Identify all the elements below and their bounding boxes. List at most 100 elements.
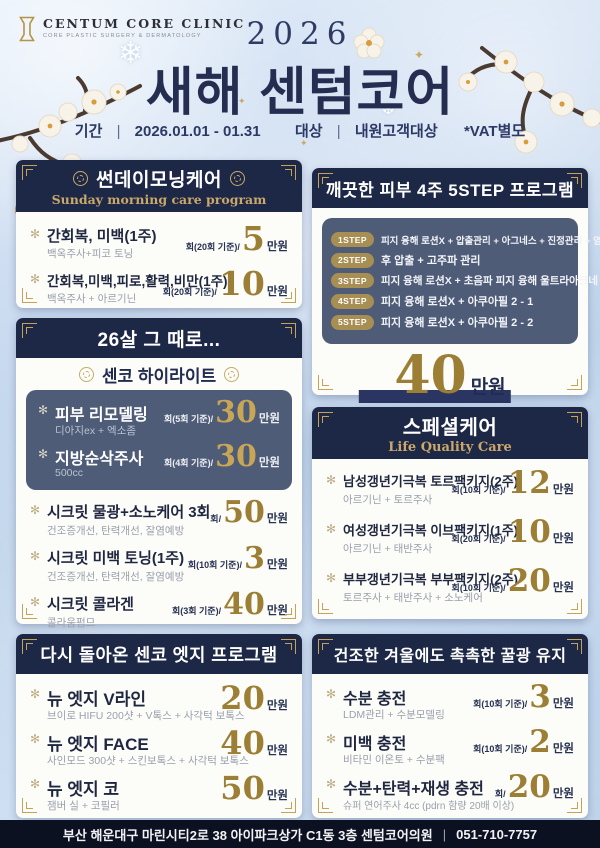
price: 회(20회 기준)/ 10 만원 — [452, 517, 574, 548]
price-currency: 만원 — [470, 377, 506, 398]
frame-corner-ornament — [567, 599, 582, 614]
item-title: 시크릿 콜라겐 — [47, 596, 134, 613]
item-title: 시크릿 물광+소노케어 3회 — [47, 504, 211, 521]
step-badge: 4STEP — [331, 293, 374, 309]
step-badge: 2STEP — [331, 252, 374, 268]
target-value: 내원고객대상 — [354, 123, 438, 140]
clinic-logo: CENTUM CORE CLINIC CORE PLASTIC SURGERY … — [18, 16, 245, 42]
price-currency: 만원 — [552, 743, 574, 755]
panel-header: 26살 그 때로... — [16, 318, 302, 358]
section-title: 건조한 겨울에도 촉촉한 꿀광 유지 — [333, 648, 567, 665]
section-title: 스페셜케어 — [402, 417, 498, 439]
price-amount: 2 — [529, 724, 551, 760]
section-subtitle-en: Sunday morning care program — [51, 192, 267, 207]
section-title: 26살 그 때로... — [97, 329, 221, 351]
flower-bullet-icon: ✻ — [326, 522, 337, 536]
clinic-phone: 051-710-7757 — [456, 826, 538, 842]
steps-box: 1STEP 피지 융해 로션X + 압출관리 + 아그네스 + 진정관리 + 염… — [322, 218, 600, 344]
year-label: 2026 — [246, 16, 354, 52]
price-amount: 30 — [215, 439, 257, 474]
price-unit: 회(4회 기준)/ — [163, 458, 214, 468]
price-underline-bar — [358, 390, 511, 403]
panel-5step-program: 깨끗한 피부 4주 5STEP 프로그램 1STEP 피지 융해 로션X + 압… — [312, 168, 600, 403]
separator: | — [442, 826, 447, 842]
price-currency: 만원 — [552, 533, 574, 545]
panel-cenco-highlight: 26살 그 때로... 센코 하이라이트 ✻ 피부 리모델링 디아지ex + 엑… — [16, 318, 302, 629]
section-title: 다시 돌아온 센코 엣지 프로그램 — [40, 644, 278, 665]
panel-header: 깨끗한 피부 4주 5STEP 프로그램 — [312, 168, 588, 208]
item-subtitle: LDM관리 + 수분모델링 — [343, 709, 445, 721]
panel-header: 스페셜케어 Life Quality Care — [312, 407, 588, 459]
price-currency: 만원 — [552, 582, 574, 594]
price: 회(4회 기준)/ 30 만원 — [164, 442, 280, 472]
flower-bullet-icon: ✻ — [30, 777, 41, 791]
price: 20 만원 — [218, 682, 288, 714]
program-item: ✻ 수분 충전 LDM관리 + 수분모델링 회(10회 기준)/ 3 만원 — [326, 682, 574, 727]
program-item: ✻ 간회복, 미백(1주) 백옥주사+피코 토닝 회(20회 기준)/ 5 만원 — [30, 222, 288, 267]
price-currency: 만원 — [258, 413, 280, 425]
poster-title: 새해 센텀코어 — [145, 64, 455, 122]
step-badge: 5STEP — [331, 314, 374, 330]
price: 회(10회 기준)/ 20 만원 — [452, 566, 574, 597]
item-title: 남성갱년기극복 토르팩키지(2주) — [343, 474, 518, 489]
frame-corner-ornament — [281, 639, 296, 654]
price-amount: 10 — [507, 514, 551, 550]
item-title: 뉴 엣지 FACE — [47, 735, 149, 754]
panel-winter-glow: 건조한 겨울에도 촉촉한 꿀광 유지 ✻ 수분 충전 LDM관리 + 수분모델링… — [312, 634, 588, 818]
program-item: ✻ 지방순삭주사 500cc 회(4회 기준)/ 30 만원 — [38, 442, 280, 486]
flower-bullet-icon: ✻ — [326, 777, 337, 791]
price: 40 만원 — [218, 727, 288, 759]
frame-corner-ornament — [22, 604, 37, 619]
flower-bullet-icon: ✻ — [30, 732, 41, 746]
price-unit: 회(20회 기준)/ — [451, 534, 506, 544]
price-amount: 30 — [215, 395, 257, 430]
coin-ornament-icon — [229, 171, 245, 186]
price-unit: 회(10회 기준)/ — [473, 699, 528, 709]
frame-corner-ornament — [318, 412, 333, 427]
step-row: 3STEP 피지 융해 로션X + 초음파 피지 융해 울트라아크네 — [331, 273, 598, 288]
program-item: ✻ 시크릿 물광+소노케어 3회 건조증개선, 탄력개선, 잘염예방 회/ 50… — [30, 498, 288, 544]
item-title: 간회복,미백,피로,활력,비만(1주) — [47, 274, 228, 289]
frame-corner-ornament — [22, 165, 37, 180]
program-item: ✻ 간회복,미백,피로,활력,비만(1주) 백옥주사 + 아르기닌 회(20회 … — [30, 267, 288, 312]
item-title: 여성갱년기극복 이브팩키지(1주) — [343, 523, 518, 538]
price-amount: 20 — [507, 563, 551, 599]
flower-bullet-icon: ✻ — [326, 473, 337, 487]
step-badge: 3STEP — [331, 273, 374, 288]
price-currency: 만원 — [266, 700, 288, 712]
step-row: 2STEP 후 압출 + 고주파 관리 — [331, 252, 569, 268]
item-subtitle: 토르주사 + 태반주사 + 소노케어 — [343, 592, 483, 604]
panel-special-care: 스페셜케어 Life Quality Care ✻ 남성갱년기극복 토르팩키지(… — [312, 407, 588, 619]
price-unit: 회(3회 기준)/ — [171, 606, 222, 616]
item-title: 수분 충전 — [343, 691, 407, 708]
price: 회(3회 기준)/ 40 만원 — [172, 590, 288, 620]
frame-corner-ornament — [281, 323, 296, 338]
price-currency: 만원 — [266, 241, 288, 253]
frame-corner-ornament — [22, 798, 37, 813]
section-subheader: 센코 하이라이트 — [16, 358, 302, 390]
program-item: ✻ 뉴 엣지 코 잼버 실 + 코필러 50 만원 — [30, 772, 288, 817]
period-value: 2026.01.01 - 01.31 — [134, 123, 261, 140]
flower-bullet-icon: ✻ — [30, 687, 41, 701]
footer-address-bar: 부산 해운대구 마린시티2로 38 아이파크상가 C1동 3층 센텀코어의원 |… — [0, 820, 600, 848]
price-unit: 회(5회 기준)/ — [163, 414, 214, 424]
vat-note: *VAT별도 — [463, 123, 526, 140]
section-title: 썬데이모닝케어 — [96, 170, 222, 191]
flower-bullet-icon: ✻ — [30, 227, 41, 241]
item-subtitle: 건조증개선, 탄력개선, 잘염예방 — [47, 571, 185, 583]
program-item: ✻ 부부갱년기극복 부부팩키지(2주) 토르주사 + 태반주사 + 소노케어 회… — [326, 566, 574, 615]
flower-bullet-icon: ✻ — [30, 549, 41, 563]
price: 회(20회 기준)/ 10 만원 — [163, 267, 288, 300]
price-currency: 만원 — [266, 559, 288, 571]
item-subtitle: 500cc — [55, 467, 84, 479]
price-unit: 회(10회 기준)/ — [187, 560, 242, 570]
item-subtitle: 슈퍼 연어주사 4cc (pdrn 함량 20배 이상) — [343, 801, 515, 812]
featured-box: ✻ 피부 리모델링 디아지ex + 엑소좀 회(5회 기준)/ 30 만원 ✻ … — [26, 390, 292, 490]
item-subtitle: 백옥주사+피코 토닝 — [47, 248, 134, 260]
price: 회/ 20 만원 — [495, 772, 574, 803]
price-amount: 3 — [243, 541, 265, 576]
panel-header: 다시 돌아온 센코 엣지 프로그램 — [16, 634, 302, 674]
price-unit: 회/ — [494, 789, 506, 799]
frame-corner-ornament — [318, 375, 333, 390]
